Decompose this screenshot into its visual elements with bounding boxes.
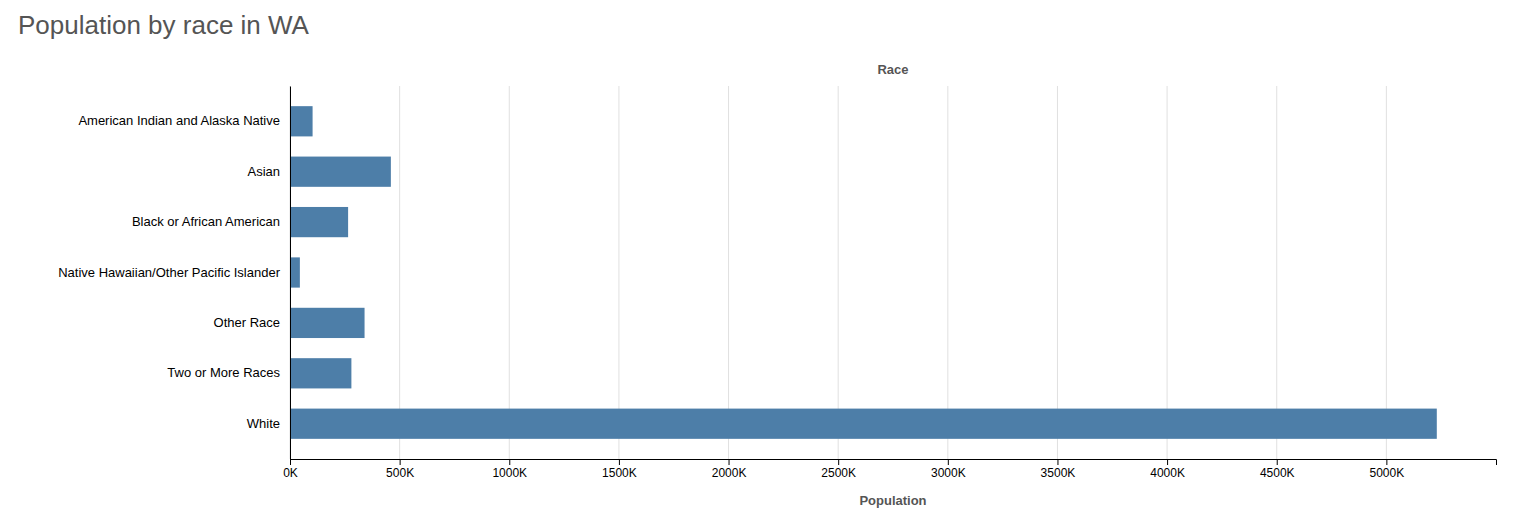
x-tick: 5000K bbox=[1370, 459, 1405, 480]
y-tick-label: Two or More Races bbox=[167, 365, 280, 380]
y-axis-line bbox=[290, 87, 291, 460]
y-axis-title: Race bbox=[877, 62, 908, 77]
bar bbox=[290, 207, 348, 237]
x-axis: 0K 500K 1000K 1500K 2000K 2500K 3000K 3500K 4000… bbox=[283, 459, 1496, 480]
x-tick: 500K bbox=[386, 459, 414, 480]
chart: Population by race in WA 0K 500K 1000K 1500K… bbox=[0, 0, 1536, 521]
y-tick: White bbox=[247, 416, 280, 431]
bars bbox=[290, 106, 1437, 439]
x-tick: 1500K bbox=[602, 459, 637, 480]
bar bbox=[290, 157, 391, 187]
x-tick-mark bbox=[290, 459, 291, 465]
bar bbox=[290, 409, 1437, 439]
x-tick: 3000K bbox=[931, 459, 966, 480]
x-tick: 0K bbox=[283, 459, 298, 480]
x-tick-mark bbox=[509, 459, 510, 465]
x-tick-label: 3000K bbox=[931, 466, 966, 480]
title: Population by race in WA bbox=[18, 10, 310, 40]
grid-line bbox=[728, 86, 729, 459]
grid-line bbox=[509, 86, 510, 459]
x-tick-label: 0K bbox=[283, 466, 298, 480]
y-tick-label: Native Hawaiian/Other Pacific Islander bbox=[58, 265, 280, 280]
y-tick: Asian bbox=[247, 164, 280, 179]
y-tick: Other Race bbox=[214, 315, 280, 330]
x-tick-label: 3500K bbox=[1041, 466, 1076, 480]
bar bbox=[290, 308, 365, 338]
x-tick-mark bbox=[619, 459, 620, 465]
y-tick-label: Other Race bbox=[214, 315, 280, 330]
y-tick: American Indian and Alaska Native bbox=[78, 113, 280, 128]
x-tick: 2000K bbox=[712, 459, 747, 480]
x-tick: 4500K bbox=[1260, 459, 1295, 480]
grid-line bbox=[290, 86, 291, 459]
x-tick-label: 4500K bbox=[1260, 466, 1295, 480]
x-tick-mark bbox=[1277, 459, 1278, 465]
x-tick-label: 2500K bbox=[821, 466, 856, 480]
grid-line bbox=[838, 86, 839, 459]
grid-line bbox=[399, 86, 400, 459]
x-tick-mark bbox=[1057, 459, 1058, 465]
y-tick: Native Hawaiian/Other Pacific Islander bbox=[58, 265, 280, 280]
x-tick: 1000K bbox=[492, 459, 527, 480]
bar bbox=[290, 106, 313, 136]
x-tick-label: 2000K bbox=[712, 466, 747, 480]
x-axis-line bbox=[291, 460, 1497, 466]
x-tick-mark bbox=[729, 459, 730, 465]
plot: 0K 500K 1000K 1500K 2000K 2500K 3000K 3500K 4000… bbox=[58, 62, 1496, 508]
x-tick: 2500K bbox=[821, 459, 856, 480]
x-tick-label: 5000K bbox=[1370, 466, 1405, 480]
x-tick-label: 1000K bbox=[492, 466, 527, 480]
y-tick: Black or African American bbox=[132, 214, 280, 229]
grid-line bbox=[618, 86, 619, 459]
y-tick-label: White bbox=[247, 416, 280, 431]
x-axis-title: Population bbox=[859, 493, 926, 508]
x-tick-label: 500K bbox=[386, 466, 414, 480]
y-axis: American Indian and Alaska Native Asian Bl… bbox=[58, 87, 290, 460]
grid-line bbox=[1167, 86, 1168, 459]
x-tick-mark bbox=[400, 459, 401, 465]
grid-line bbox=[1276, 86, 1277, 459]
grid-line bbox=[947, 86, 948, 459]
grid-line bbox=[1057, 86, 1058, 459]
x-tick: 3500K bbox=[1041, 459, 1076, 480]
bar bbox=[290, 257, 300, 287]
x-tick-label: 1500K bbox=[602, 466, 637, 480]
x-tick-mark bbox=[948, 459, 949, 465]
y-tick: Two or More Races bbox=[167, 365, 280, 380]
x-tick-label: 4000K bbox=[1150, 466, 1185, 480]
y-tick-label: Asian bbox=[247, 164, 280, 179]
grid bbox=[290, 86, 1386, 459]
bar bbox=[290, 358, 351, 388]
x-tick-mark bbox=[1386, 459, 1387, 465]
y-tick-label: American Indian and Alaska Native bbox=[78, 113, 280, 128]
grid-line bbox=[1386, 86, 1387, 459]
x-tick: 4000K bbox=[1150, 459, 1185, 480]
x-tick-mark bbox=[838, 459, 839, 465]
x-tick-mark bbox=[1167, 459, 1168, 465]
y-tick-label: Black or African American bbox=[132, 214, 280, 229]
